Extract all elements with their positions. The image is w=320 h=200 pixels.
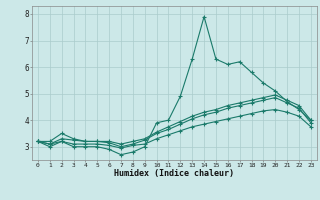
- X-axis label: Humidex (Indice chaleur): Humidex (Indice chaleur): [115, 169, 234, 178]
